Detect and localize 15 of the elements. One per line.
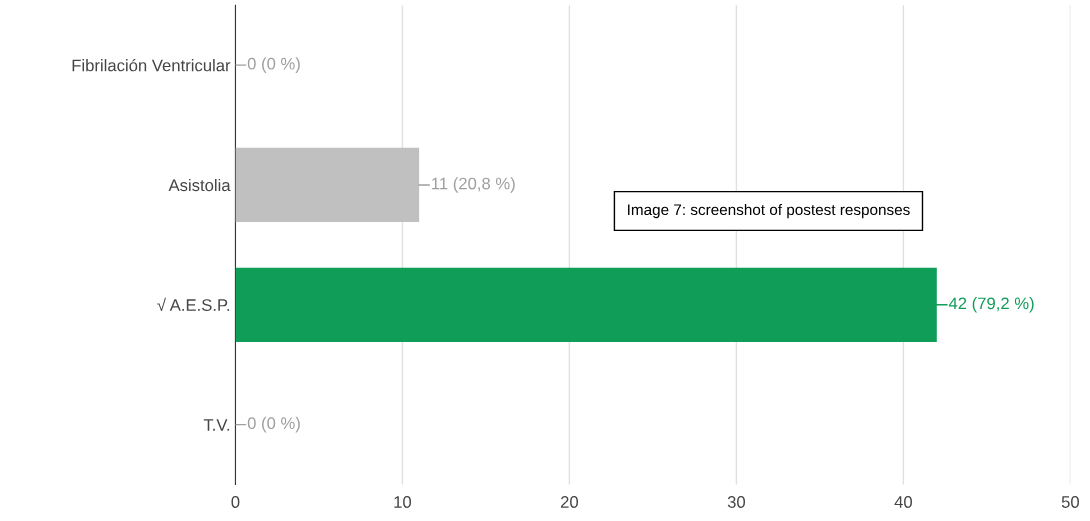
x-tick-label: 50 (1061, 496, 1079, 508)
x-tick-label: 30 (727, 496, 746, 508)
y-tick-label: Fibrilación Ventricular (72, 58, 231, 72)
x-tick-label: 20 (560, 496, 579, 508)
data-label: 42 (79,2 %) (948, 297, 1034, 313)
data-label: 0 (0 %) (247, 416, 300, 433)
x-tick-label: 40 (894, 496, 913, 508)
y-tick-label: √ A.E.S.P. (157, 297, 230, 311)
annotation: Image 7: screenshot of postest responses (628, 203, 910, 219)
data-label: 11 (20,8 %) (432, 177, 515, 193)
y-tick-label: Asistolia (168, 178, 231, 192)
data-label: 0 (0 %) (247, 57, 300, 73)
x-tick-label: 0 (231, 496, 240, 508)
y-tick-label: T.V. (203, 419, 230, 431)
x-tick-label: 10 (394, 496, 412, 508)
